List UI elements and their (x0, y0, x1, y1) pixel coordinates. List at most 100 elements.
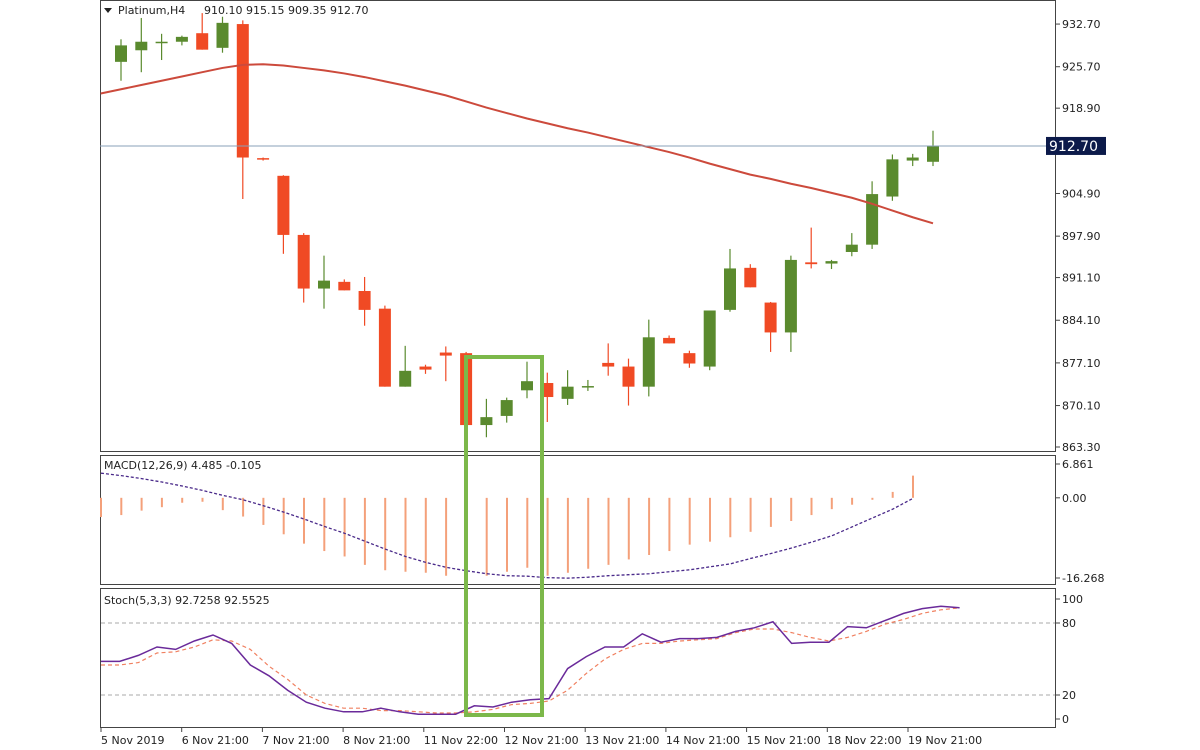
time-axis: 5 Nov 2019 6 Nov 21:00 7 Nov 21:00 8 Nov 21… (100, 728, 982, 747)
candle-body (216, 22, 229, 48)
candle-body (521, 381, 533, 391)
price-axis-label: 897.90 (1062, 230, 1101, 243)
time-axis-label: 18 Nov 22:00 (827, 734, 901, 747)
candle-body (175, 36, 188, 42)
candle-body (805, 262, 818, 265)
macd-signal-line (100, 472, 914, 579)
candle-body (825, 261, 838, 264)
candle (115, 39, 127, 81)
current-price-tag (1046, 136, 1106, 155)
candle-body (541, 383, 554, 398)
stoch-axis-label: 100 (1062, 593, 1083, 606)
dropdown-triangle-icon[interactable] (104, 8, 112, 13)
candle-body (439, 352, 452, 356)
candle (866, 181, 879, 249)
price-axis-label: 877.10 (1062, 357, 1101, 370)
candle-body (358, 290, 371, 310)
candle-body (297, 234, 310, 289)
time-axis-label: 12 Nov 21:00 (505, 734, 579, 747)
price-axis-label: 925.70 (1062, 61, 1101, 74)
candle (358, 276, 371, 326)
candle-body (724, 268, 736, 310)
candle-body (399, 370, 412, 387)
price-axis-label: 932.70 (1062, 18, 1101, 31)
stoch-label: Stoch(5,3,3) 92.7258 92.5525 (104, 594, 270, 607)
candle (439, 346, 452, 382)
time-axis-label: 13 Nov 21:00 (585, 734, 659, 747)
macd-axis-label: 0.00 (1062, 492, 1087, 505)
candle-body (663, 337, 676, 344)
candle (216, 16, 229, 53)
candle-body (927, 145, 939, 162)
candle-body (744, 267, 757, 288)
candle-body (480, 417, 493, 426)
price-axis-label: 870.10 (1062, 400, 1101, 413)
candle-body (115, 45, 127, 62)
candle (642, 319, 655, 397)
price-panel[interactable] (100, 0, 1056, 452)
highlight-rectangle (464, 355, 544, 717)
stoch-signal-line (101, 607, 960, 714)
time-axis-label: 8 Nov 21:00 (343, 734, 410, 747)
candle-body (338, 281, 351, 291)
candle (521, 361, 533, 399)
candle (236, 20, 249, 199)
time-axis-label: 19 Nov 21:00 (908, 734, 982, 747)
candle (318, 255, 330, 309)
candle (338, 279, 351, 291)
candle (744, 264, 757, 288)
candle-body (703, 310, 716, 367)
candle-body (561, 386, 574, 399)
candle (805, 227, 818, 269)
candle-body (784, 259, 797, 333)
candle (906, 153, 919, 167)
candle (886, 154, 899, 201)
candle (257, 157, 270, 161)
candle-body (155, 41, 168, 44)
candle (399, 345, 412, 387)
candle (561, 370, 574, 405)
candle (277, 175, 290, 254)
candle (419, 364, 432, 374)
candle (480, 398, 493, 438)
candle-body (378, 308, 391, 387)
candle-body (845, 244, 858, 252)
candle-body (257, 158, 270, 160)
candle (927, 130, 939, 167)
candle (602, 343, 615, 376)
candle (155, 33, 168, 61)
time-axis-label: 15 Nov 21:00 (747, 734, 821, 747)
candle (764, 301, 777, 352)
candle (845, 233, 858, 257)
candle-body (764, 302, 777, 333)
macd-panel[interactable] (100, 455, 1056, 585)
price-axis: 932.70 925.70 918.90 904.90 897.90 891.10 884.… (1056, 18, 1101, 454)
macd-label: MACD(12,26,9) 4.485 -0.105 (104, 459, 262, 472)
candle-body (642, 337, 655, 387)
candle-body (419, 366, 432, 370)
candle-body (135, 41, 148, 51)
candle (175, 35, 188, 46)
candle (724, 248, 736, 312)
candle (500, 397, 513, 423)
moving-average-line (100, 63, 934, 225)
price-axis-label: 891.10 (1062, 272, 1101, 285)
candle-body (683, 353, 696, 364)
stoch-axis-label: 0 (1062, 713, 1069, 726)
symbol-label: Platinum,H4 (118, 4, 185, 17)
candle-body (277, 175, 290, 235)
candle-body (622, 366, 635, 387)
stoch-axis-label: 80 (1062, 617, 1076, 630)
candle (663, 335, 676, 344)
candle-body (196, 33, 209, 50)
candle (825, 259, 838, 270)
candle-body (906, 157, 919, 161)
stoch-main-line (101, 605, 960, 715)
price-axis-label: 884.10 (1062, 314, 1101, 327)
candle-body (886, 159, 899, 197)
candle (703, 310, 716, 371)
candle-body (602, 362, 615, 367)
time-axis-label: 14 Nov 21:00 (666, 734, 740, 747)
time-axis-label: 11 Nov 22:00 (424, 734, 498, 747)
